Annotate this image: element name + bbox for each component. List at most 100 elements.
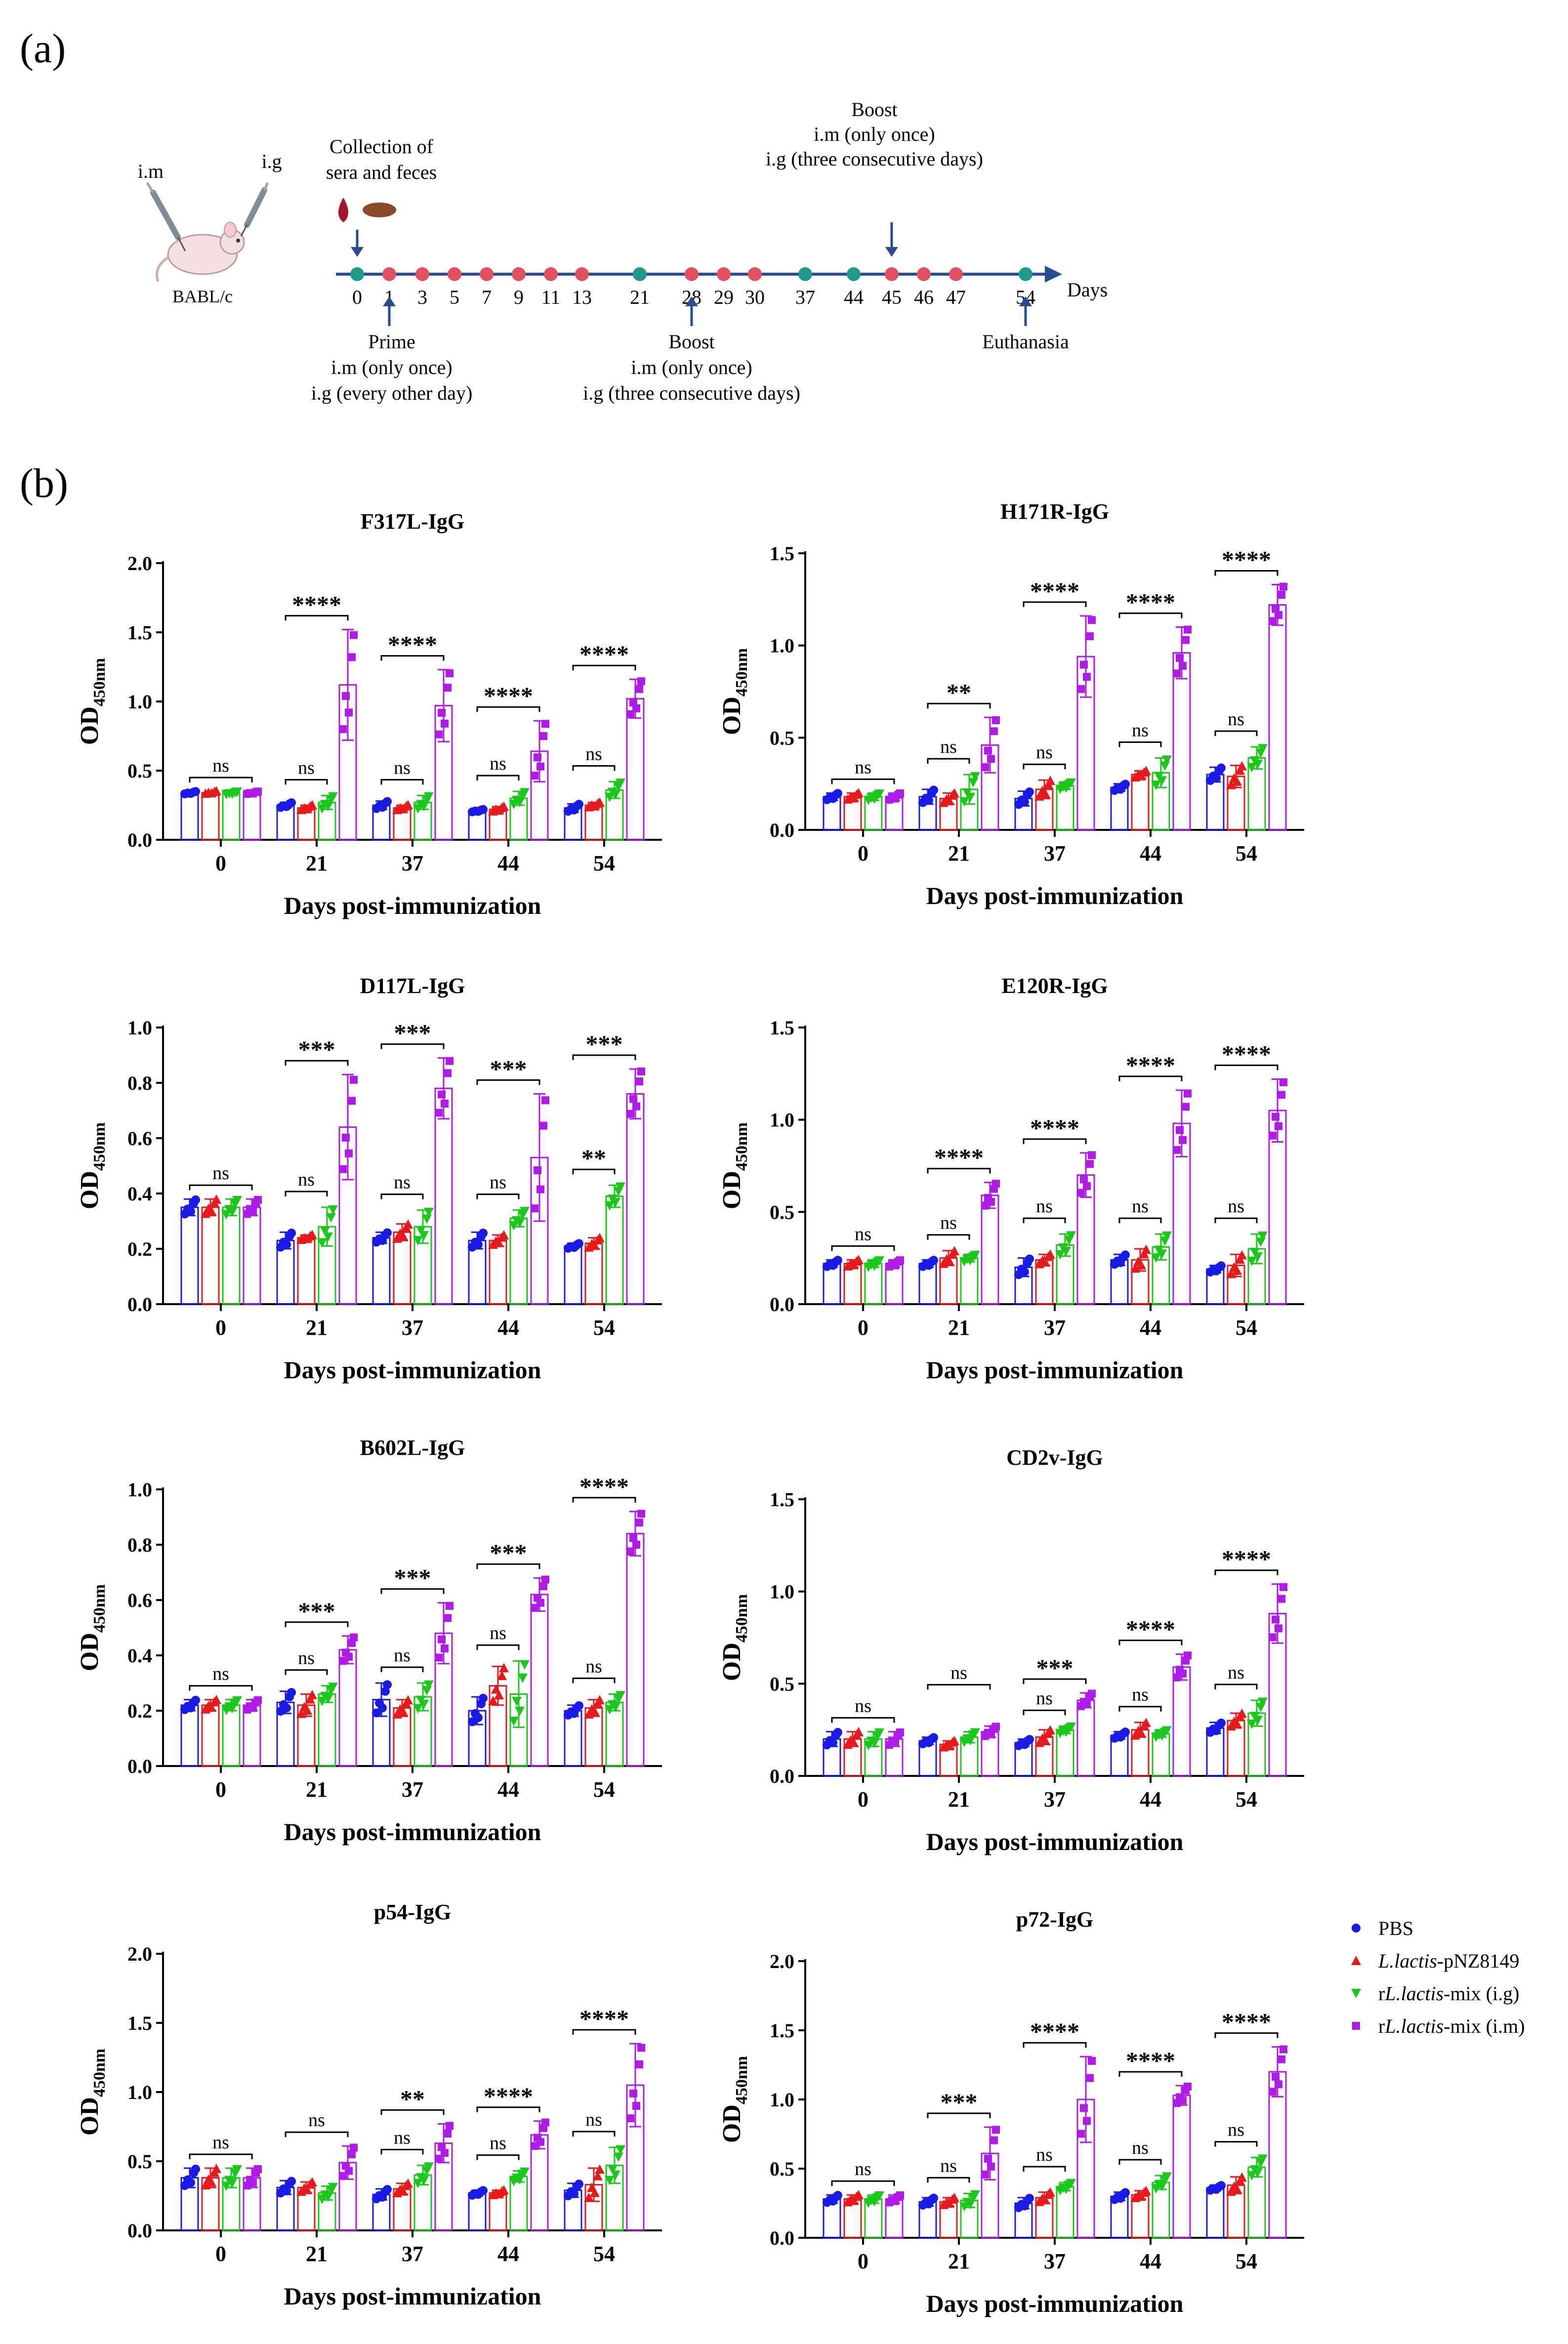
x-tick-label: 44 [497, 851, 519, 875]
data-point [828, 2196, 837, 2206]
significance-bracket [476, 706, 540, 712]
x-tick-label: 21 [948, 1787, 970, 1811]
y-tick-label: 0.5 [770, 1201, 794, 1223]
bar [201, 1704, 220, 1767]
timeline-dot-day-11 [544, 267, 558, 281]
data-point [227, 789, 237, 799]
significance-bracket [285, 1621, 349, 1627]
data-point [186, 2178, 195, 2187]
data-point [232, 1195, 242, 1205]
data-point [249, 2179, 257, 2187]
data-point [637, 1510, 645, 1518]
data-point [1061, 2184, 1071, 2194]
y-axis-label: OD450nm [718, 2056, 751, 2143]
ig-label: i.g [261, 150, 282, 172]
y-tick-label: 1.5 [127, 2012, 152, 2034]
timeline-day-label: 29 [714, 286, 734, 308]
y-tick-label: 1.5 [770, 2019, 794, 2042]
significance-bracket [1214, 1065, 1279, 1070]
data-point [419, 2176, 429, 2185]
bar [1268, 604, 1287, 831]
data-point [611, 790, 620, 800]
data-point [1055, 1250, 1065, 1260]
data-point [398, 2186, 408, 2196]
data-point [424, 1207, 434, 1217]
data-point [1182, 1103, 1190, 1111]
ig-significance-label: ns [1228, 1196, 1244, 1217]
x-axis-label: Days post-immunization [284, 1818, 541, 1846]
data-point [891, 1261, 899, 1270]
chart-title: D117L-IgG [360, 974, 465, 998]
data-point [232, 1696, 242, 1706]
data-point [383, 1680, 392, 1689]
panel-b-label: (b) [20, 460, 68, 506]
data-point [608, 2165, 618, 2175]
ig-significance-label: ns [940, 1213, 957, 1234]
chart-svg: E120R-IgG 0.0 0.5 1.0 1.5 OD450nm Days post-im… [718, 974, 1304, 1384]
timeline-day-label: 21 [630, 286, 650, 308]
data-point [869, 1261, 879, 1271]
data-point [629, 2089, 637, 2097]
significance-bracket [927, 702, 991, 709]
data-point [191, 1695, 200, 1705]
data-point [605, 1201, 615, 1211]
data-point [945, 1256, 954, 1266]
data-point [444, 1069, 452, 1077]
data-point [1232, 2184, 1242, 2193]
data-point [536, 1599, 544, 1607]
data-point [1066, 1231, 1076, 1241]
data-point [287, 1229, 296, 1238]
bar [1056, 2185, 1074, 2239]
data-point [446, 669, 454, 677]
data-point [1272, 605, 1279, 613]
data-point [350, 631, 358, 639]
data-point [965, 1256, 975, 1266]
x-tick-label: 0 [858, 2249, 868, 2273]
data-point [191, 2164, 200, 2174]
x-tick-label: 0 [215, 1777, 226, 1802]
data-point [990, 2136, 998, 2144]
bar [297, 1237, 316, 1305]
data-point [632, 704, 640, 712]
timeline-day-label: 37 [795, 286, 815, 308]
feces-icon [363, 203, 396, 217]
data-point [1226, 2186, 1236, 2196]
data-point [424, 2162, 434, 2172]
boost-bottom-line3: i.g (three consecutive days) [583, 382, 800, 404]
data-point [616, 1691, 625, 1701]
data-point [1184, 1089, 1192, 1098]
timeline-day-label: 9 [514, 286, 524, 308]
data-point [828, 1261, 837, 1270]
data-point [1179, 1136, 1187, 1144]
y-tick-label: 0.0 [127, 829, 152, 851]
data-point [635, 2060, 643, 2068]
data-point [626, 1110, 634, 1118]
data-point [201, 1208, 210, 1218]
data-point [435, 730, 443, 739]
significance-bracket [927, 2112, 991, 2118]
ig-significance-bracket [1214, 2141, 1258, 2147]
timeline-day-label: 13 [572, 286, 592, 308]
data-point [629, 1534, 637, 1542]
data-point [1045, 776, 1055, 785]
data-point [1025, 1254, 1034, 1264]
data-point [874, 1728, 884, 1738]
data-point [441, 1100, 449, 1108]
timeline-day-label: 46 [914, 286, 934, 308]
data-point [924, 796, 933, 805]
data-point [1086, 2074, 1094, 2082]
data-point [611, 1197, 620, 1207]
y-tick-label: 1.0 [127, 1017, 152, 1039]
bar [981, 1194, 999, 1305]
x-axis-label: Days post-immunization [926, 2290, 1184, 2317]
data-point [1237, 761, 1247, 771]
data-point [1020, 2201, 1029, 2211]
data-point [632, 2102, 640, 2110]
significance-bracket [831, 778, 895, 784]
significance-label: **** [1030, 577, 1079, 605]
data-point [590, 1706, 600, 1716]
legend-label-mix-ig: rL.lactis-mix (i.g) [1378, 1982, 1520, 2005]
x-tick-label: 54 [1236, 1316, 1257, 1340]
data-point [378, 2192, 387, 2202]
x-tick-label: 37 [402, 851, 423, 875]
